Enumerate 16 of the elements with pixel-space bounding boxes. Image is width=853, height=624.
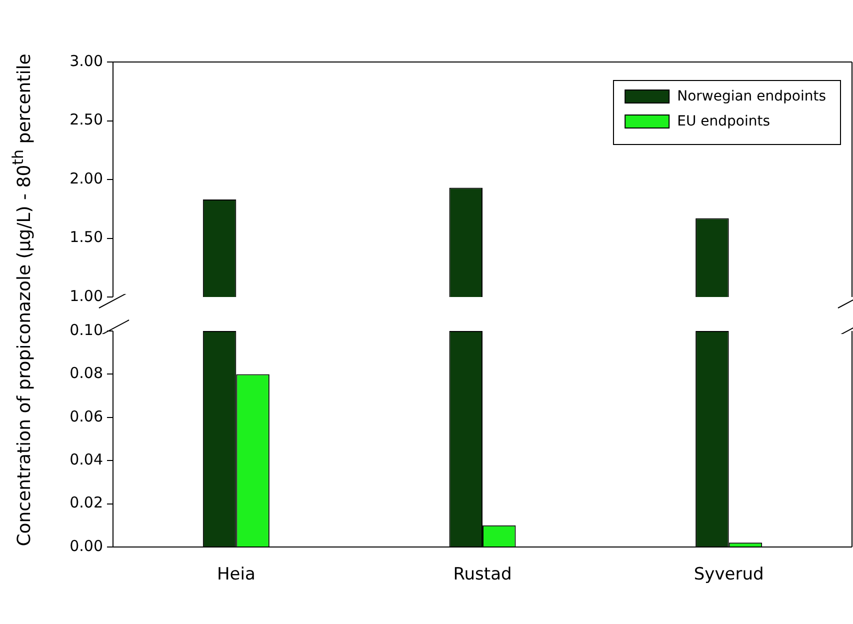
legend-label: EU endpoints xyxy=(677,114,770,130)
y-tick-label: 1.50 xyxy=(70,228,103,246)
y-tick-label: 0.02 xyxy=(70,494,103,512)
y-tick-label: 0.04 xyxy=(70,450,103,468)
y-tick-label: 0.06 xyxy=(70,407,103,426)
x-tick-label: Rustad xyxy=(453,564,512,585)
x-tick-label: Syverud xyxy=(694,564,764,585)
y-tick-label: 0.10 xyxy=(70,320,103,339)
y-tick-label: 1.00 xyxy=(70,286,103,305)
legend-label: Norwegian endpoints xyxy=(677,88,826,105)
y-tick-label: 2.00 xyxy=(70,169,103,188)
y-tick-label: 0.08 xyxy=(70,364,103,382)
y-tick-label: 0.00 xyxy=(70,536,103,555)
y-tick-label: 2.50 xyxy=(70,110,103,129)
y-tick-label: 3.00 xyxy=(70,52,103,70)
x-tick-label: Heia xyxy=(216,564,256,585)
